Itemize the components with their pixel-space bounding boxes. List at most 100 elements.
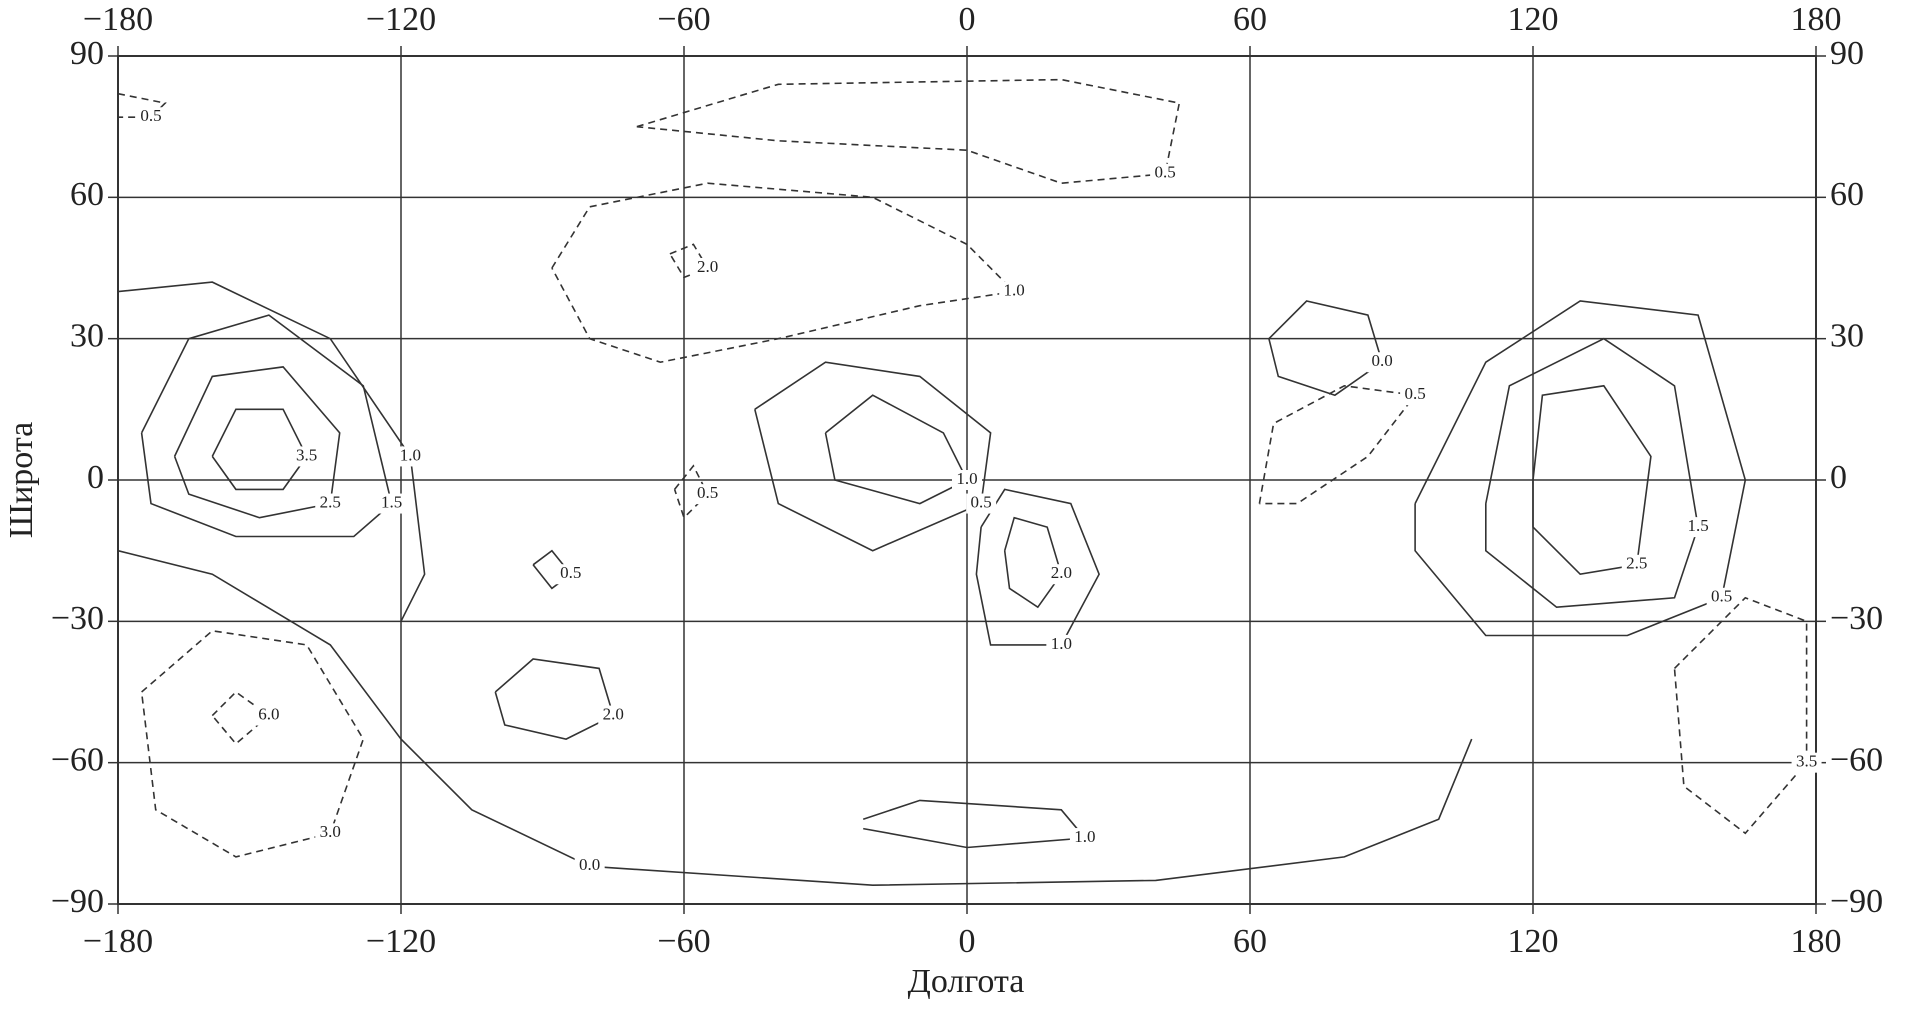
contour-label: 1.0 bbox=[1074, 827, 1095, 846]
x-tick-label: 180 bbox=[1791, 923, 1842, 960]
contour-label: 3.5 bbox=[1796, 752, 1817, 771]
contour-label-bg bbox=[1046, 564, 1077, 585]
x-tick-label: 120 bbox=[1508, 1, 1559, 38]
contour-label-bg bbox=[1683, 517, 1714, 538]
x-tick-label: 0 bbox=[959, 1, 976, 38]
contour-label: 2.0 bbox=[1051, 563, 1072, 582]
x-tick-label: 180 bbox=[1791, 1, 1842, 38]
contour-line bbox=[1532, 384, 1652, 576]
plot-frame bbox=[117, 55, 1817, 905]
contour-label-bg bbox=[315, 493, 346, 514]
contour-label: 0.5 bbox=[1711, 587, 1732, 606]
contour-label-bg bbox=[1046, 634, 1077, 655]
contour-label: 1.0 bbox=[1051, 634, 1072, 653]
contour-line bbox=[117, 281, 426, 622]
x-tick-label: 120 bbox=[1508, 923, 1559, 960]
contour-label-bg bbox=[966, 493, 997, 514]
contour-line bbox=[636, 78, 1181, 185]
y-tick-label: 90 bbox=[1830, 35, 1864, 72]
contour-label-bg bbox=[1621, 554, 1652, 575]
x-tick-label: 60 bbox=[1233, 1, 1267, 38]
contour-label-bg bbox=[574, 856, 605, 877]
x-axis-label: Долгота bbox=[908, 963, 1025, 1000]
y-tick-label: 30 bbox=[1830, 317, 1864, 354]
contour-line bbox=[551, 182, 1016, 364]
contour-label: 2.5 bbox=[320, 492, 341, 511]
contour-label: 0.5 bbox=[140, 106, 161, 125]
contour-line bbox=[1268, 300, 1384, 397]
contour-line bbox=[140, 629, 365, 858]
contour-label-bg bbox=[1150, 163, 1181, 184]
y-tick-label: 60 bbox=[1830, 176, 1864, 213]
contour-label: 1.5 bbox=[381, 492, 402, 511]
contour-label-bg bbox=[952, 470, 982, 490]
x-tick-label: −180 bbox=[83, 923, 153, 960]
contour-label: 0.5 bbox=[1404, 384, 1425, 403]
y-tick-label: 90 bbox=[70, 35, 104, 72]
y-tick-label: −30 bbox=[51, 600, 104, 637]
contour-label-bg bbox=[1367, 352, 1398, 373]
contour-label: 2.0 bbox=[697, 257, 718, 276]
x-tick-label: −120 bbox=[366, 1, 436, 38]
y-tick-label: −90 bbox=[51, 883, 104, 920]
contour-line bbox=[754, 361, 992, 552]
contour-line bbox=[494, 658, 615, 740]
y-tick-label: −90 bbox=[1830, 883, 1883, 920]
contour-label: 1.5 bbox=[1687, 516, 1708, 535]
contour-line bbox=[1673, 596, 1808, 835]
contour-line bbox=[824, 394, 969, 505]
contour-line bbox=[862, 799, 1087, 849]
contour-label: 0.0 bbox=[579, 855, 600, 874]
contour-label: 6.0 bbox=[258, 704, 279, 723]
contour-label: 1.0 bbox=[956, 469, 977, 488]
y-tick-label: 0 bbox=[87, 459, 104, 496]
contour-label-bg bbox=[1791, 752, 1822, 773]
contour-label-bg bbox=[315, 823, 346, 844]
contour-line bbox=[1258, 384, 1417, 505]
y-tick-label: −60 bbox=[1830, 741, 1883, 778]
x-tick-label: −60 bbox=[657, 1, 710, 38]
y-tick-label: 30 bbox=[70, 317, 104, 354]
x-tick-label: −60 bbox=[657, 923, 710, 960]
contour-label-bg bbox=[395, 446, 426, 467]
y-tick-label: 0 bbox=[1830, 459, 1847, 496]
contour-label: 0.5 bbox=[1154, 163, 1175, 182]
contour-label-bg bbox=[692, 258, 723, 278]
contour-label: 0.5 bbox=[560, 563, 581, 582]
x-tick-label: 0 bbox=[959, 923, 976, 960]
y-axis-label: Широта bbox=[3, 422, 40, 538]
y-tick-label: −30 bbox=[1830, 600, 1883, 637]
x-tick-label: 60 bbox=[1233, 923, 1267, 960]
contour-label: 2.0 bbox=[603, 704, 624, 723]
contour-label: 0.0 bbox=[1371, 351, 1392, 370]
contour-label-bg bbox=[1069, 828, 1100, 849]
contour-label-bg bbox=[136, 107, 167, 128]
contour-label-bg bbox=[1400, 385, 1431, 406]
x-tick-label: −180 bbox=[83, 1, 153, 38]
contour-label: 2.5 bbox=[1626, 554, 1647, 573]
contour-label-bg bbox=[692, 484, 723, 505]
contour-label: 1.0 bbox=[400, 445, 421, 464]
contour-line bbox=[117, 92, 167, 118]
contour-label-bg bbox=[253, 705, 284, 726]
contour-label-bg bbox=[1706, 587, 1737, 608]
contour-line bbox=[1414, 300, 1747, 637]
contour-label-bg bbox=[376, 493, 407, 514]
contour-line bbox=[173, 366, 341, 519]
contour-line bbox=[1485, 337, 1699, 609]
x-tick-label: −120 bbox=[366, 923, 436, 960]
y-tick-label: 60 bbox=[70, 176, 104, 213]
contour-line bbox=[975, 488, 1100, 646]
contour-label-bg bbox=[598, 705, 629, 726]
contour-label: 1.0 bbox=[1004, 280, 1025, 299]
contour-line bbox=[140, 314, 393, 538]
contour-label: 3.0 bbox=[320, 822, 341, 841]
contour-label: 0.5 bbox=[697, 483, 718, 502]
contour-label-bg bbox=[555, 564, 586, 585]
contour-label-bg bbox=[999, 281, 1030, 302]
contour-label-bg bbox=[291, 446, 322, 467]
contour-label: 0.5 bbox=[971, 492, 992, 511]
y-tick-label: −60 bbox=[51, 741, 104, 778]
contour-label: 3.5 bbox=[296, 445, 317, 464]
